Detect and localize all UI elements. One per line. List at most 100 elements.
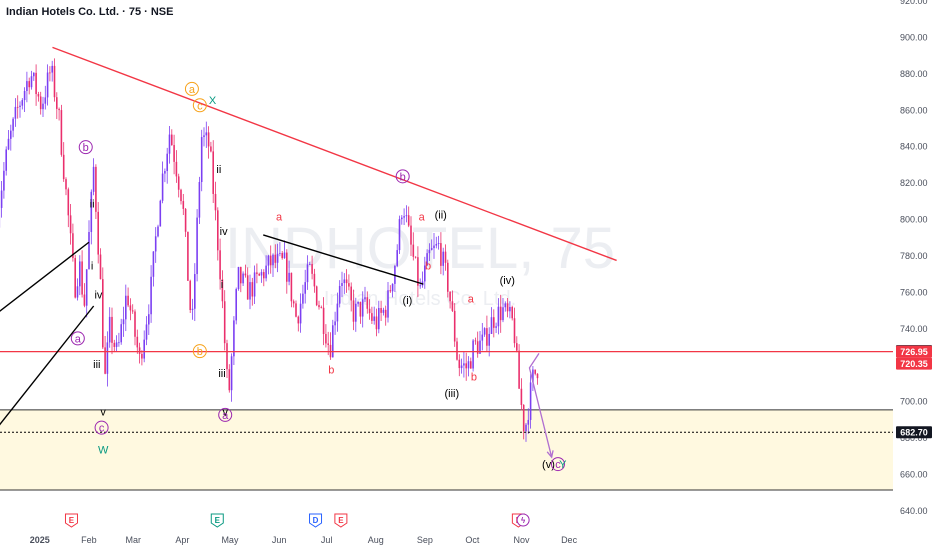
y-tick-label: 920.00 [900,0,928,6]
candle-body [26,81,28,91]
support-zone [0,410,893,490]
candle-body [339,286,341,304]
candle-body [472,340,474,368]
candle-body [295,303,297,316]
candle-body [346,279,348,283]
candle-body [321,307,323,308]
candle-body [97,212,99,255]
y-tick-label: 760.00 [900,287,928,297]
wave-label: c [197,100,203,112]
candle-body [252,282,254,296]
candle-body [486,328,488,346]
y-tick-label: 740.00 [900,324,928,334]
y-tick-label: 860.00 [900,105,928,115]
wave-label: c [99,423,105,435]
candle-body [261,272,263,275]
candle-body [22,100,24,106]
candle-body [146,324,148,339]
wave-label: (iv) [500,275,515,287]
candle-body [406,215,408,216]
wave-label: (ii) [435,210,447,222]
candle-body [86,269,88,305]
wave-label: a [222,410,229,422]
candle-body [323,308,325,334]
candle-body [58,109,60,110]
candle-body [337,304,339,322]
event-marker-label: D [313,516,319,525]
wave-label: a [189,84,196,96]
candle-body [183,201,185,209]
wave-label: iii [218,368,225,380]
candle-body [84,295,86,306]
candle-body [187,232,189,281]
candle-body [249,282,251,299]
candle-body [442,252,444,266]
candle-body [100,255,102,280]
candle-body [176,162,178,177]
price-badge-label: 726.95 [900,347,928,357]
candle-body [291,273,293,301]
candle-body [77,286,79,297]
candle-body [247,275,249,299]
candle-body [192,309,194,310]
candle-body [500,307,502,320]
candle-body [150,277,152,314]
candle-body [8,139,10,150]
symbol-title: Indian Hotels Co. Ltd. · 75 · NSE [6,6,173,18]
candle-body [277,254,279,263]
candle-body [219,250,221,279]
candle-body [111,317,113,343]
x-tick-label: Jun [272,535,287,545]
candle-body [231,356,233,390]
candle-body [265,266,267,279]
candle-body [298,317,300,324]
candle-body [452,301,454,311]
wave-label: iv [94,290,102,302]
candle-body [268,256,270,266]
candle-body [153,251,155,276]
candle-body [445,252,447,263]
y-tick-label: 820.00 [900,178,928,188]
candle-body [325,334,327,343]
candle-body [109,317,111,342]
candle-body [456,341,458,359]
candle-body [42,104,44,110]
wave-label: a [276,211,283,223]
candle-body [137,337,139,348]
candle-body [403,216,405,217]
candle-body [118,342,120,343]
wave-label: W [98,445,109,457]
candle-body [54,66,56,97]
candle-body [47,73,49,98]
candle-body [311,264,313,274]
candle-body [357,302,359,304]
wave-label: a [468,293,475,305]
candle-body [74,258,76,297]
candle-body [378,308,380,329]
candle-body [15,107,17,119]
candle-body [49,73,51,74]
candle-body [35,73,37,94]
candle-body [304,282,306,294]
candle-body [509,307,511,311]
wave-label: b [471,372,477,384]
wave-label: (iii) [444,388,459,400]
candle-body [495,326,497,328]
candle-body [226,343,228,369]
candle-body [367,297,369,309]
candle-body [470,361,472,368]
candle-body [410,226,412,245]
candle-body [528,420,530,425]
candle-body [5,149,7,170]
candle-body [132,310,134,311]
x-tick-label: Dec [561,535,578,545]
candle-body [51,66,53,73]
watermark-symbol: INDHOTEL, 75 [225,216,615,281]
candle-body [201,137,203,182]
y-tick-label: 800.00 [900,215,928,225]
candle-body [507,303,509,311]
candle-body [447,263,449,292]
candle-body [392,284,394,291]
candle-body [38,94,40,96]
